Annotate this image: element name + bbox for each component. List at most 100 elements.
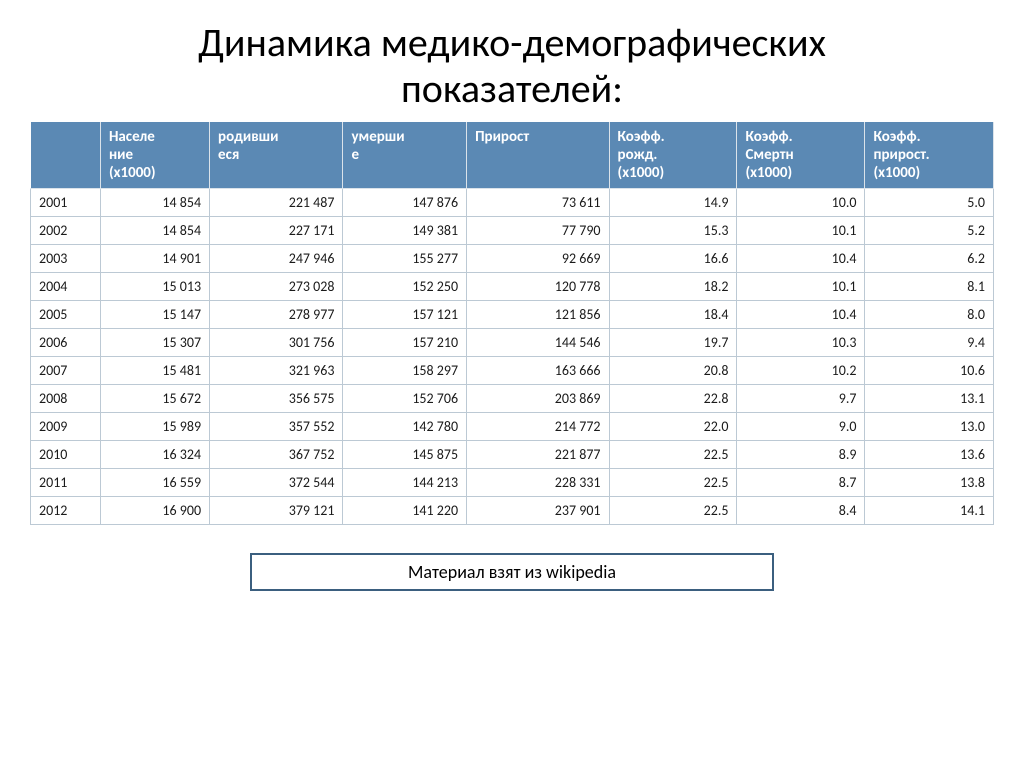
table-row: 200915 989357 552142 780214 77222.09.013… [31,413,994,441]
table-cell: 9.4 [865,329,994,357]
table-cell: 15.3 [609,217,737,245]
table-cell: 22.5 [609,497,737,525]
table-row: 201016 324367 752145 875221 87722.58.913… [31,441,994,469]
table-cell: 121 856 [467,301,609,329]
title-line-1: Динамика медико-демографических [198,18,826,67]
page-title: Динамика медико-демографических показате… [0,20,1024,112]
table-cell: 15 989 [100,413,209,441]
table-cell: 2002 [31,217,101,245]
table-cell: 10.2 [737,357,865,385]
table-header-cell: родившиеся [210,122,343,189]
table-cell: 15 013 [100,273,209,301]
table-cell: 10.4 [737,301,865,329]
table-header-cell: Коэфф.рожд.(x1000) [609,122,737,189]
table-cell: 22.8 [609,385,737,413]
table-cell: 237 901 [467,497,609,525]
table-header-cell: Население(x1000) [100,122,209,189]
table-header-cell: Коэфф.Смертн(x1000) [737,122,865,189]
table-cell: 8.4 [737,497,865,525]
table-cell: 144 213 [343,469,467,497]
table-cell: 2007 [31,357,101,385]
table-cell: 92 669 [467,245,609,273]
table-cell: 10.6 [865,357,994,385]
table-cell: 22.5 [609,441,737,469]
table-cell: 18.4 [609,301,737,329]
table-cell: 10.4 [737,245,865,273]
table-cell: 16.6 [609,245,737,273]
table-cell: 15 307 [100,329,209,357]
table-cell: 10.0 [737,189,865,217]
table-cell: 9.7 [737,385,865,413]
table-cell: 2003 [31,245,101,273]
table-cell: 77 790 [467,217,609,245]
table-header-cell: Коэфф.прирост.(x1000) [865,122,994,189]
table-cell: 120 778 [467,273,609,301]
table-cell: 141 220 [343,497,467,525]
table-header: Население(x1000)родившиесяумершиеПрирост… [31,122,994,189]
table-cell: 2006 [31,329,101,357]
source-text: Материал взят из wikipedia [408,561,616,583]
table-row: 200515 147278 977157 121121 85618.410.48… [31,301,994,329]
demographics-table: Население(x1000)родившиесяумершиеПрирост… [30,122,994,525]
table-cell: 22.0 [609,413,737,441]
table-cell: 8.7 [737,469,865,497]
table-cell: 14 854 [100,189,209,217]
table-row: 200314 901247 946155 27792 66916.610.46.… [31,245,994,273]
table-header-cell: умершие [343,122,467,189]
table-cell: 8.9 [737,441,865,469]
table-cell: 152 706 [343,385,467,413]
table-cell: 6.2 [865,245,994,273]
table-cell: 2011 [31,469,101,497]
table-row: 200415 013273 028152 250120 77818.210.18… [31,273,994,301]
table-cell: 2005 [31,301,101,329]
table-cell: 221 877 [467,441,609,469]
table-cell: 357 552 [210,413,343,441]
table-header-cell: Прирост [467,122,609,189]
table-cell: 203 869 [467,385,609,413]
table-cell: 321 963 [210,357,343,385]
table-cell: 73 611 [467,189,609,217]
table-cell: 278 977 [210,301,343,329]
table-row: 200615 307301 756157 210144 54619.710.39… [31,329,994,357]
table-cell: 301 756 [210,329,343,357]
table-row: 200214 854227 171149 38177 79015.310.15.… [31,217,994,245]
table-cell: 379 121 [210,497,343,525]
table-cell: 13.1 [865,385,994,413]
table-cell: 155 277 [343,245,467,273]
table-cell: 9.0 [737,413,865,441]
table-row: 201116 559372 544144 213228 33122.58.713… [31,469,994,497]
table-body: 200114 854221 487147 87673 61114.910.05.… [31,189,994,525]
table-cell: 227 171 [210,217,343,245]
table-row: 200815 672356 575152 706203 86922.89.713… [31,385,994,413]
table-cell: 13.6 [865,441,994,469]
source-box: Материал взят из wikipedia [250,553,774,591]
table-cell: 2008 [31,385,101,413]
title-line-2: показателей: [401,64,623,113]
table-cell: 372 544 [210,469,343,497]
table-cell: 22.5 [609,469,737,497]
table-cell: 144 546 [467,329,609,357]
table-cell: 15 147 [100,301,209,329]
table-cell: 157 121 [343,301,467,329]
table-cell: 10.1 [737,273,865,301]
table-cell: 13.8 [865,469,994,497]
table-cell: 356 575 [210,385,343,413]
table-cell: 149 381 [343,217,467,245]
table-cell: 152 250 [343,273,467,301]
table-cell: 5.2 [865,217,994,245]
table-cell: 14 901 [100,245,209,273]
table-cell: 221 487 [210,189,343,217]
table-cell: 10.3 [737,329,865,357]
table-cell: 2010 [31,441,101,469]
table-cell: 367 752 [210,441,343,469]
table-cell: 14.9 [609,189,737,217]
table-cell: 8.1 [865,273,994,301]
table-cell: 158 297 [343,357,467,385]
table-cell: 273 028 [210,273,343,301]
table-cell: 8.0 [865,301,994,329]
table-cell: 142 780 [343,413,467,441]
slide: Динамика медико-демографических показате… [0,0,1024,768]
table-container: Население(x1000)родившиесяумершиеПрирост… [30,122,994,525]
table-cell: 2012 [31,497,101,525]
table-cell: 5.0 [865,189,994,217]
